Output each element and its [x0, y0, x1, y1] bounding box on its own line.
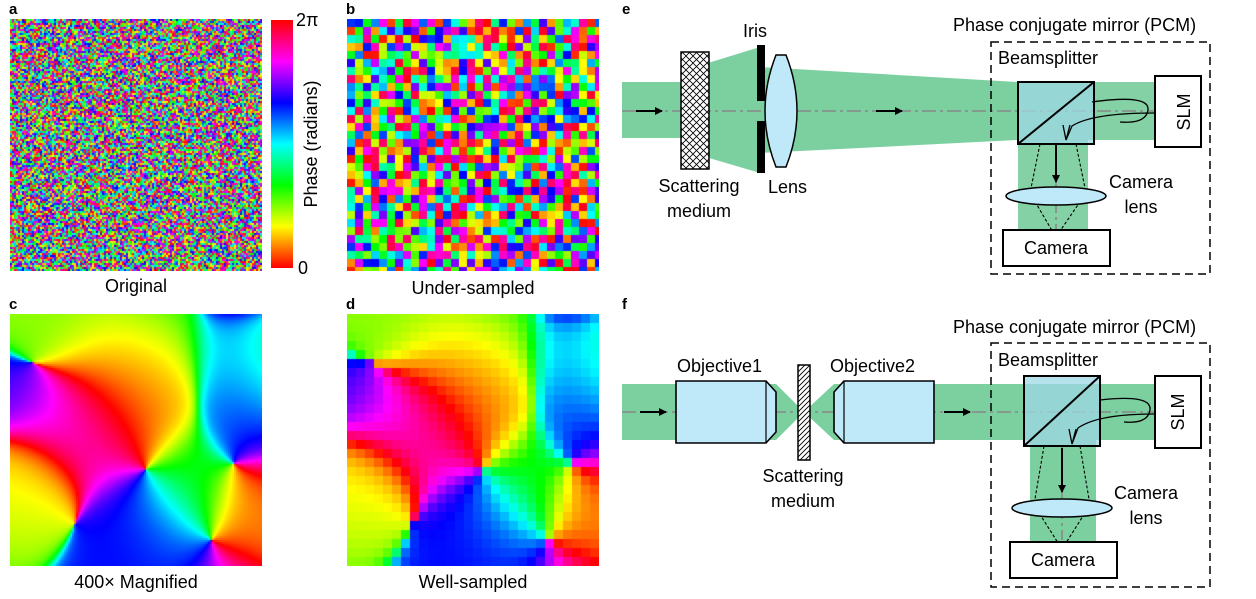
phase-map-original: [10, 19, 262, 271]
scattering-medium-f: [797, 364, 811, 461]
beamsplitter-diagonal-f: [1023, 375, 1101, 447]
slm-label-f: SLM: [1168, 393, 1188, 430]
beam-to-camera-e: [1018, 140, 1088, 232]
phase-colorbar: [271, 20, 293, 268]
pcm-label-e: Phase conjugate mirror (PCM): [953, 15, 1196, 35]
diverging-beam-f: [804, 384, 834, 440]
scattering-medium-e: [680, 51, 710, 170]
beamsplitter-label-f: Beamsplitter: [998, 350, 1098, 370]
slm-reflection-curve-f: [1099, 397, 1151, 423]
camera-label-e: Camera: [1024, 238, 1089, 258]
camera-lens-label-f-line1: Camera: [1114, 483, 1179, 503]
return-path-f: [1071, 413, 1155, 445]
panel-label-c: c: [9, 296, 18, 313]
objective1: [675, 380, 777, 444]
colorbar-max-label: 2π: [296, 10, 319, 30]
lens-label: Lens: [768, 177, 807, 197]
camera-lens-f: [1011, 498, 1113, 518]
slm-label-e: SLM: [1174, 93, 1194, 130]
pcm-box-f: [990, 342, 1211, 588]
iris-label: Iris: [743, 21, 767, 41]
camera-lens-label-e-line2: lens: [1124, 197, 1157, 217]
beamsplitter-diagonal-e: [1017, 81, 1095, 145]
objective2-label: Objective2: [830, 356, 915, 376]
pcm-label-f: Phase conjugate mirror (PCM): [953, 317, 1196, 337]
camera-ray-right-f: [1063, 445, 1091, 547]
camera-e: [1002, 229, 1111, 267]
panel-label-b: b: [346, 1, 356, 18]
camera-label-f: Camera: [1031, 550, 1096, 570]
lens-e: [764, 54, 798, 168]
return-arrow-e: [1062, 124, 1071, 141]
phase-map-magnified: [10, 314, 262, 566]
scattering-label-e-line2: medium: [667, 201, 731, 221]
caption-original: Original: [104, 276, 168, 296]
camera-lens-e: [1005, 186, 1107, 206]
caption-magnified: 400× Magnified: [74, 572, 198, 592]
iris-lower-blade: [757, 121, 765, 173]
slm-f: [1154, 375, 1202, 449]
colorbar-min-label: 0: [298, 258, 309, 278]
diagram-f: Phase conjugate mirror (PCM) Objective1 …: [622, 317, 1211, 588]
pcm-box-e: [990, 41, 1211, 275]
caption-under-sampled: Under-sampled: [411, 278, 535, 298]
slm-reflection-curve-e: [1091, 98, 1149, 123]
camera-lens-label-f-line2: lens: [1129, 508, 1162, 528]
objective2: [833, 380, 935, 444]
phase-map-under-sampled: [347, 19, 599, 271]
slm-e: [1154, 75, 1202, 148]
panel-label-a: a: [9, 1, 18, 18]
phase-map-well-sampled: [347, 314, 599, 566]
objective1-label: Objective1: [677, 356, 762, 376]
panel-label-e: e: [622, 1, 631, 18]
camera-lens-label-e-line1: Camera: [1109, 172, 1174, 192]
iris-upper-blade: [757, 45, 765, 101]
scattering-label-f-line1: Scattering: [762, 466, 843, 486]
beamsplitter-label-e: Beamsplitter: [998, 48, 1098, 68]
camera-f: [1009, 541, 1118, 579]
return-arrow-f: [1068, 428, 1077, 445]
caption-well-sampled: Well-sampled: [418, 572, 528, 592]
diagram-e: Phase conjugate mirror (PCM) Iris Beamsp…: [622, 15, 1211, 275]
camera-ray-left-f: [1033, 445, 1061, 547]
return-path-e: [1065, 112, 1155, 141]
scattering-label-f-line2: medium: [771, 491, 835, 511]
panel-label-d: d: [346, 296, 356, 313]
panel-label-f: f: [622, 296, 627, 313]
scattering-label-e-line1: Scattering: [658, 176, 739, 196]
